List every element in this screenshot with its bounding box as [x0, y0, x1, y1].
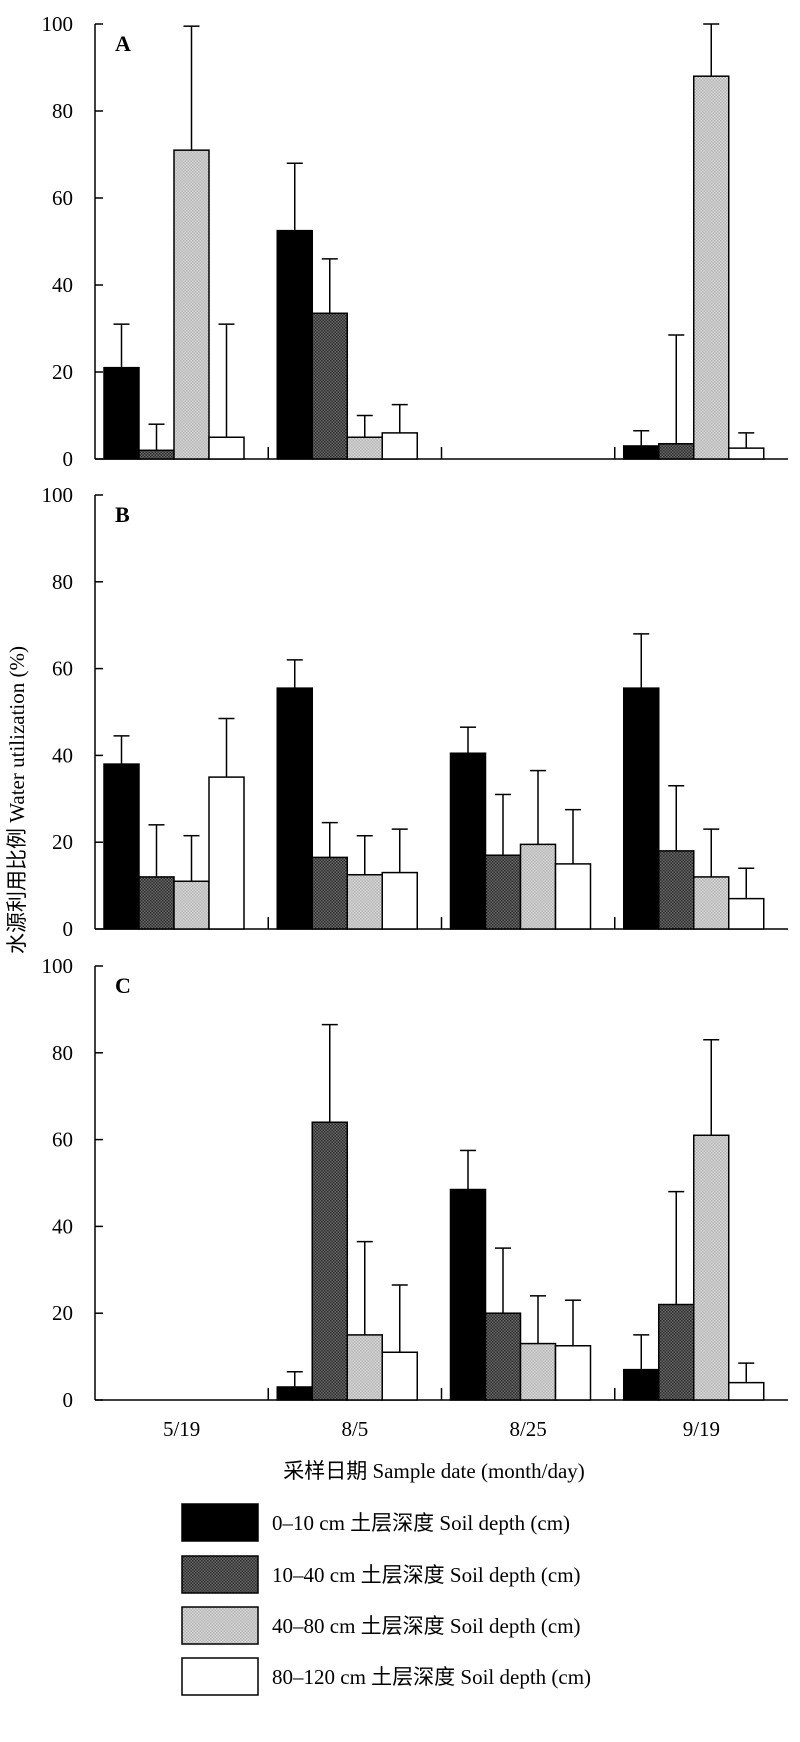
bar-80-120cm-9-19 — [728, 1381, 765, 1401]
bar-80-120cm-8-5 — [381, 432, 418, 460]
legend-swatch-80-120cm — [181, 1657, 259, 1696]
bar-0-10cm-8-5 — [276, 1386, 313, 1401]
bar-0-10cm-9-19 — [623, 687, 660, 930]
bar-0-10cm-9-19 — [623, 445, 660, 460]
bar-80-120cm-9-19 — [728, 447, 765, 460]
bar-80-120cm-8-25 — [554, 863, 592, 930]
x-tick-label: 9/19 — [683, 1417, 720, 1441]
x-axis-title: 采样日期 Sample date (month/day) — [283, 1459, 585, 1483]
panel-label: A — [115, 31, 131, 56]
bar-0-10cm-9-19 — [623, 1368, 660, 1401]
y-tick-label: 60 — [52, 657, 73, 681]
legend-label-10-40cm: 10–40 cm 土层深度 Soil depth (cm) — [272, 1563, 581, 1587]
bar-80-120cm-8-25 — [554, 1345, 592, 1401]
y-tick-label: 60 — [52, 1128, 73, 1152]
panels: 0 20 40 60 80 100 A 0 20 40 60 80 100 B 0 20 40 60 80 100 C 5… — [42, 12, 788, 1441]
legend-swatch-40-80cm — [181, 1606, 259, 1645]
bar-10-40cm-8-25 — [484, 1312, 522, 1401]
y-tick-label: 20 — [52, 830, 73, 854]
x-tick-label: 5/19 — [163, 1417, 200, 1441]
bar-10-40cm-9-19 — [658, 443, 695, 460]
y-tick-label: 20 — [52, 360, 73, 384]
panel-a: 0 20 40 60 80 100 A — [42, 12, 788, 471]
bar-10-40cm-8-5 — [311, 1121, 348, 1401]
bar-0-10cm-8-5 — [276, 229, 313, 460]
y-tick-label: 100 — [42, 12, 74, 36]
legend-swatch-10-40cm — [181, 1555, 259, 1594]
bar-10-40cm-5-19 — [138, 876, 175, 930]
y-tick-label: 0 — [63, 447, 74, 471]
y-tick-label: 100 — [42, 483, 74, 507]
bar-40-80cm-9-19 — [693, 1134, 730, 1401]
bar-10-40cm-8-25 — [484, 854, 522, 930]
bar-40-80cm-8-25 — [519, 843, 557, 930]
bar-80-120cm-9-19 — [728, 897, 765, 930]
bar-40-80cm-9-19 — [693, 876, 730, 930]
y-tick-label: 40 — [52, 273, 73, 297]
bar-80-120cm-5-19 — [208, 776, 245, 930]
bar-10-40cm-5-19 — [138, 449, 175, 460]
bar-0-10cm-5-19 — [103, 763, 140, 930]
bar-80-120cm-5-19 — [208, 436, 245, 460]
legend-label-80-120cm: 80–120 cm 土层深度 Soil depth (cm) — [272, 1665, 591, 1689]
panel-label: C — [115, 973, 131, 998]
x-tick-label: 8/5 — [341, 1417, 368, 1441]
bar-10-40cm-9-19 — [658, 850, 695, 930]
y-tick-label: 100 — [42, 954, 74, 978]
y-tick-label: 80 — [52, 1041, 73, 1065]
bar-80-120cm-8-5 — [381, 871, 418, 930]
y-tick-label: 0 — [63, 917, 74, 941]
bar-10-40cm-8-5 — [311, 856, 348, 930]
panel-label: B — [115, 502, 130, 527]
y-tick-label: 40 — [52, 1214, 73, 1238]
legend: 0–10 cm 土层深度 Soil depth (cm) 10–40 cm 土层… — [181, 1503, 591, 1696]
x-tick-label: 8/25 — [509, 1417, 546, 1441]
bar-10-40cm-8-5 — [311, 312, 348, 460]
bar-10-40cm-9-19 — [658, 1303, 695, 1401]
bar-40-80cm-8-5 — [346, 874, 383, 930]
panel-b: 0 20 40 60 80 100 B — [42, 483, 788, 941]
bar-40-80cm-8-5 — [346, 1334, 383, 1401]
legend-label-40-80cm: 40–80 cm 土层深度 Soil depth (cm) — [272, 1614, 581, 1638]
y-tick-label: 80 — [52, 570, 73, 594]
y-tick-label: 0 — [63, 1388, 74, 1412]
y-axis-title: 水源利用比例 Water utilization (%) — [5, 646, 29, 954]
bar-40-80cm-9-19 — [693, 75, 730, 460]
bar-0-10cm-8-25 — [449, 1188, 487, 1401]
y-tick-label: 20 — [52, 1301, 73, 1325]
bar-40-80cm-5-19 — [173, 880, 210, 930]
y-tick-label: 60 — [52, 186, 73, 210]
y-tick-label: 40 — [52, 743, 73, 767]
bar-0-10cm-5-19 — [103, 366, 140, 460]
bar-40-80cm-8-25 — [519, 1342, 557, 1401]
legend-label-0-10cm: 0–10 cm 土层深度 Soil depth (cm) — [272, 1511, 570, 1535]
legend-swatch-0-10cm — [181, 1503, 259, 1542]
panel-c: 0 20 40 60 80 100 C 5/19 8/5 8/25 9/19 — [42, 954, 788, 1441]
bar-80-120cm-8-5 — [381, 1351, 418, 1401]
y-tick-label: 80 — [52, 99, 73, 123]
bar-40-80cm-5-19 — [173, 149, 210, 460]
bar-40-80cm-8-5 — [346, 436, 383, 460]
bar-0-10cm-8-25 — [449, 752, 487, 930]
bar-0-10cm-8-5 — [276, 687, 313, 930]
